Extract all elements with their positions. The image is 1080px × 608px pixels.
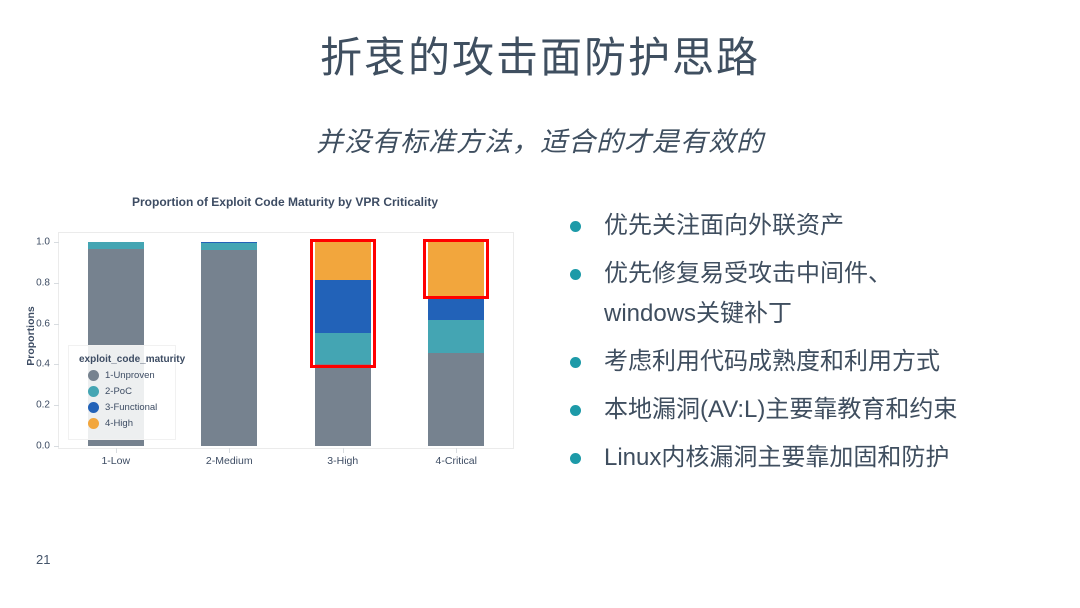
legend-item-label: 1-Unproven [105,370,155,381]
bar-segment-3-Functional [428,296,485,320]
legend-item-1-Unproven: 1-Unproven [79,370,171,381]
legend-marker-icon [88,402,99,413]
list-item-text: 本地漏洞(AV:L)主要靠教育和约束 [604,396,958,423]
chart-legend: exploit_code_maturity 1-Unproven 2-PoC 3-F… [68,345,186,440]
slide-subtitle: 并没有标准方法，适合的才是有效的 [316,127,764,157]
bar-segment-4-High [428,242,485,297]
bar-segment-2-PoC [428,319,485,354]
legend-title: exploit_code_maturity [79,354,186,365]
highlight-box-4-Critical [423,239,490,300]
bar-segment-2-PoC [314,332,371,365]
bar-4-Critical [428,233,485,448]
x-axis-tick-mark [229,448,231,453]
legend-marker-icon [88,386,99,397]
bullet-icon [570,221,581,232]
chart-container: Proportion of Exploit Code Maturity by V… [20,192,545,484]
bullet-icon [570,269,581,280]
bar-segment-3-Functional [201,242,258,244]
bar-segment-1-Unproven [201,249,258,446]
plot-area: exploit_code_maturity 1-Unproven 2-PoC 3-F… [36,232,514,467]
list-item: 本地漏洞(AV:L)主要靠教育和约束 [570,390,1060,430]
legend-item-4-High: 4-High [79,418,171,429]
y-axis-tick-mark [54,323,59,325]
bar-3-High [314,233,371,448]
bullet-icon [570,357,581,368]
highlight-box-3-High [309,239,376,368]
y-axis-tick-mark [54,364,59,366]
y-axis-tick-label: 0.0 [36,440,50,452]
bar-segment-1-Unproven [314,364,371,446]
list-item: 优先关注面向外联资产 [570,206,1060,246]
bullet-icon [570,453,581,464]
legend-marker-icon [88,418,99,429]
bullet-icon [570,405,581,416]
list-item-text: 考虑利用代码成熟度和利用方式 [604,348,940,375]
bar-segment-2-PoC [201,243,258,250]
legend-item-3-Functional: 3-Functional [79,402,171,413]
legend-item-label: 2-PoC [105,386,132,397]
list-item-text: 优先关注面向外联资产 [604,212,844,239]
list-item: Linux内核漏洞主要靠加固和防护 [570,438,1060,478]
legend-item-label: 4-High [105,418,133,429]
page-number: 21 [36,552,51,567]
list-item-text: Linux内核漏洞主要靠加固和防护 [604,444,950,471]
list-item-text: 优先修复易受攻击中间件、 windows关键补丁 [604,260,892,327]
bar-segment-3-Functional [314,279,371,333]
x-axis-tick-label: 4-Critical [435,455,477,467]
x-axis-tick-label: 2-Medium [205,455,253,467]
x-axis-tick-label: 1-Low [101,455,131,467]
y-axis-tick-label: 0.8 [36,277,50,289]
slide-title: 折衷的攻击面防护思路 [319,36,760,82]
y-axis-tick-label: 0.2 [36,399,50,411]
legend-item-label: 3-Functional [105,402,158,413]
bar-segment-4-High [314,242,371,280]
x-axis-tick-label: 3-High [327,455,359,467]
x-axis-tick-mark [115,448,117,453]
list-item: 考虑利用代码成熟度和利用方式 [570,342,1060,382]
list-item: 优先修复易受攻击中间件、 windows关键补丁 [570,254,1060,334]
y-axis-tick-label: 0.6 [36,318,50,330]
legend-marker-icon [88,370,99,381]
bullet-list: 优先关注面向外联资产优先修复易受攻击中间件、 windows关键补丁考虑利用代码成… [570,206,1060,486]
y-axis-tick-mark [54,446,59,447]
y-axis-tick-label: 1.0 [36,236,50,248]
y-axis-tick-mark [54,405,59,407]
legend-item-2-PoC: 2-PoC [79,386,171,397]
legend-items: 1-Unproven 2-PoC 3-Functional 4-High [79,370,171,429]
y-axis-tick-mark [54,282,59,284]
y-axis-tick-label: 0.4 [36,358,50,370]
bar-2-Medium [201,233,258,448]
bar-segment-2-PoC [87,242,144,250]
y-axis-tick-mark [54,242,59,243]
chart-title: Proportion of Exploit Code Maturity by V… [131,195,439,209]
x-axis-tick-mark [456,448,458,453]
bar-segment-1-Unproven [428,353,485,446]
x-axis-tick-mark [342,448,344,453]
